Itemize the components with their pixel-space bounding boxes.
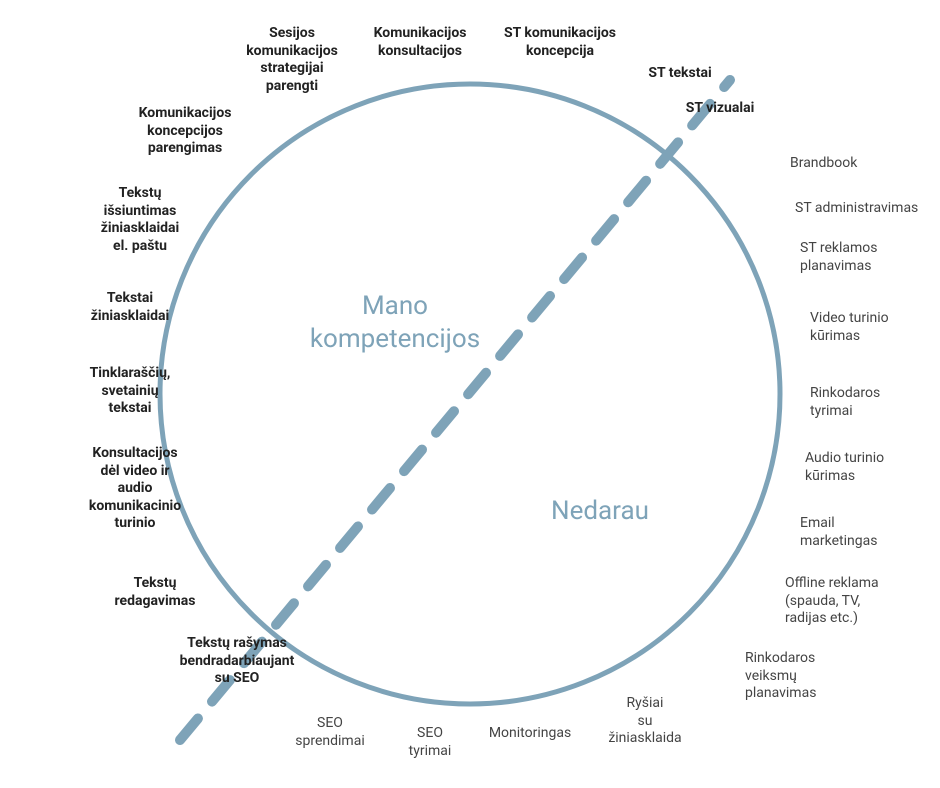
label-kom-konc-par: Komunikacijos koncepcijos parengimas (139, 105, 232, 158)
label-st-tekstai: ST tekstai (648, 65, 711, 83)
diagram-stage: Mano kompetencijos Nedarau Sesijos komun… (0, 0, 940, 788)
label-st-vizualai: ST vizualai (686, 100, 755, 118)
label-monitoringas: Monitoringas (489, 725, 571, 743)
label-konsult-video: Konsultacijos dėl video ir audio komunik… (89, 445, 181, 533)
region-label-nedarau: Nedarau (551, 495, 649, 528)
label-sesijos: Sesijos komunikacijos strategijai pareng… (246, 25, 338, 95)
label-tekstai-zin: Tekstai žiniasklaidai (91, 290, 170, 325)
label-st-admin: ST administravimas (795, 200, 918, 218)
label-tekstu-red: Tekstų redagavimas (115, 575, 196, 610)
label-video-turinio: Video turinio kūrimas (810, 310, 889, 345)
label-brandbook: Brandbook (790, 155, 857, 173)
label-kom-konsult: Komunikacijos konsultacijos (374, 25, 467, 60)
label-rysiai: Ryšiai su žiniasklaida (608, 695, 681, 748)
label-seo-sprend: SEO sprendimai (295, 715, 364, 750)
label-rinkodaros-tyr: Rinkodaros tyrimai (810, 385, 880, 420)
label-offline: Offline reklama (spauda, TV, radijas etc… (785, 575, 879, 628)
label-tinklarasciu: Tinklaraščių, svetainių tekstai (90, 365, 171, 418)
label-audio-turinio: Audio turinio kūrimas (805, 450, 884, 485)
label-email-mkt: Email marketingas (800, 515, 877, 550)
label-rinkodaros-vp: Rinkodaros veiksmų planavimas (745, 650, 816, 703)
label-tekstu-issiunt: Tekstų išsiuntimas žiniasklaidai el. paš… (101, 185, 180, 255)
region-label-mano-kompetencijos: Mano kompetencijos (310, 290, 480, 355)
label-st-koncepcija: ST komunikacijos koncepcija (504, 25, 616, 60)
label-seo-tyrimai: SEO tyrimai (409, 725, 452, 760)
label-tekstu-seo: Tekstų rašymas bendradarbiaujant su SEO (180, 635, 295, 688)
label-st-reklamos: ST reklamos planavimas (800, 240, 878, 275)
